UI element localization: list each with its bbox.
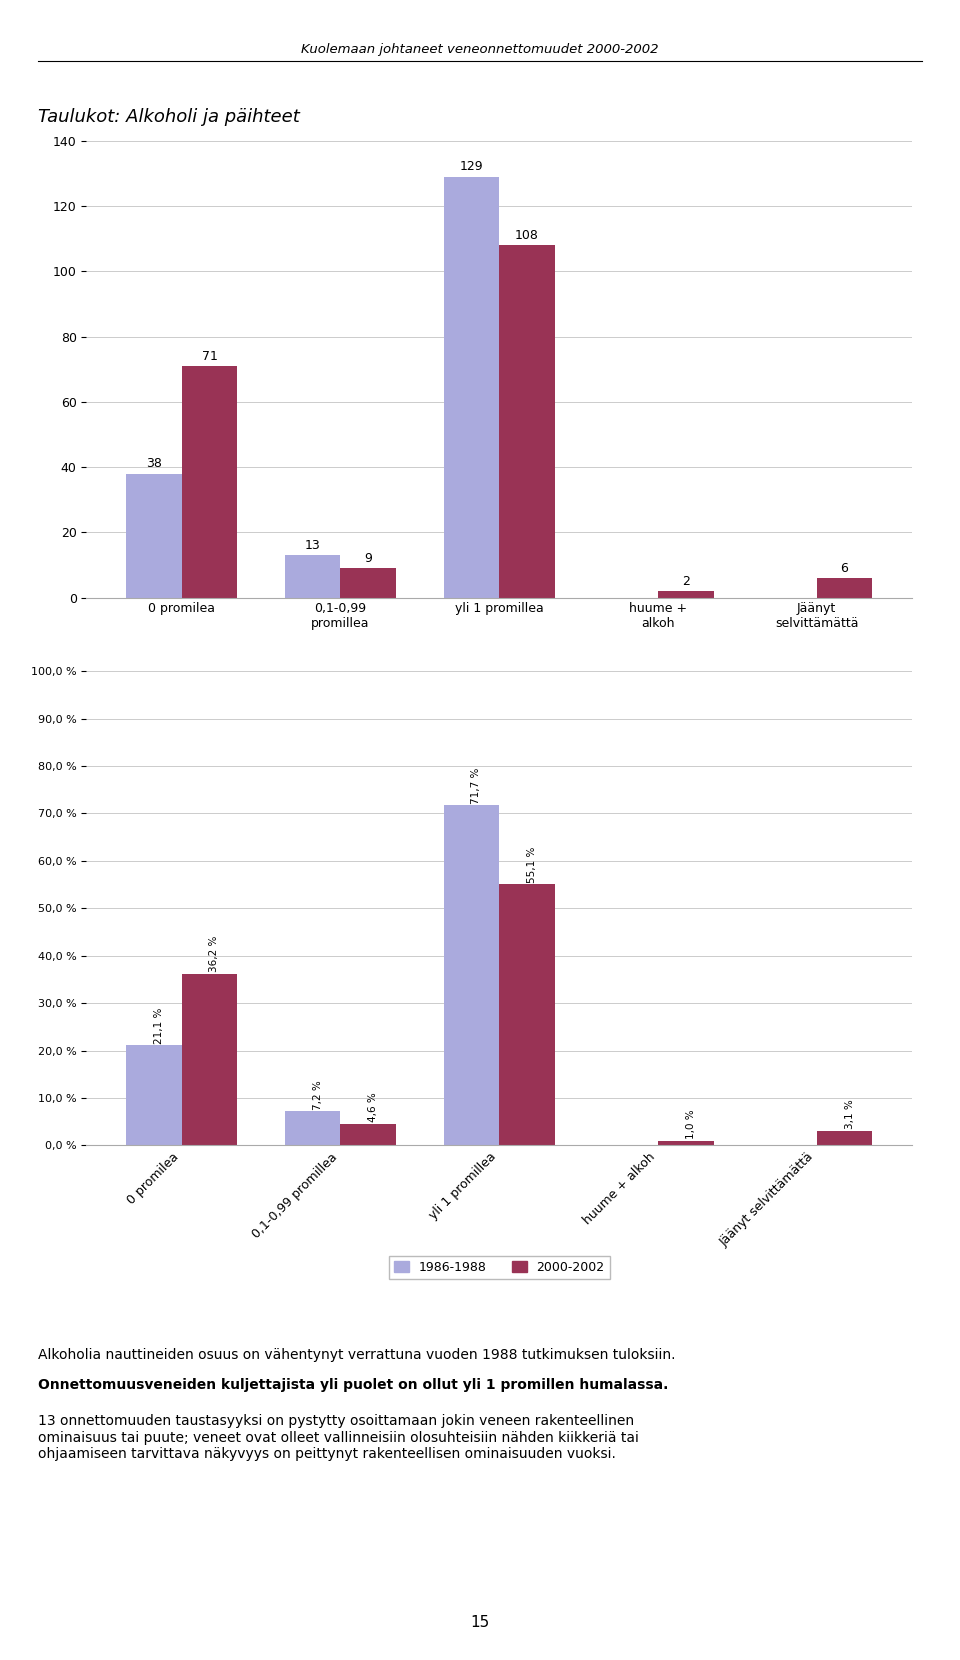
Bar [181,365,237,598]
Bar [285,554,341,598]
Text: 7,2 %: 7,2 % [313,1081,323,1111]
Text: 15: 15 [470,1615,490,1630]
Text: 36,2 %: 36,2 % [209,936,220,973]
Bar [341,1124,396,1145]
Bar [444,176,499,598]
Text: 71,7 %: 71,7 % [471,767,481,803]
Text: 6: 6 [841,561,849,574]
Legend: 1986-1988, 2000-2002: 1986-1988, 2000-2002 [389,1255,610,1278]
Text: 1,0 %: 1,0 % [685,1109,696,1139]
Text: 21,1 %: 21,1 % [154,1008,164,1044]
Bar [444,805,499,1145]
Bar [126,473,181,598]
Bar [285,1111,341,1145]
Bar [658,1140,713,1145]
Text: 2: 2 [682,574,689,588]
Bar [499,246,555,598]
Text: 129: 129 [460,161,483,173]
Text: 13: 13 [304,540,321,551]
Legend: 1986-1988, 2000-2002: 1986-1988, 2000-2002 [389,654,610,677]
Text: 4,6 %: 4,6 % [369,1092,378,1122]
Text: 55,1 %: 55,1 % [527,847,537,883]
Text: Onnettomuusveneiden kuljettajista yli puolet on ollut yli 1 promillen humalassa.: Onnettomuusveneiden kuljettajista yli pu… [38,1378,669,1391]
Bar [817,1130,873,1145]
Text: 71: 71 [202,350,217,362]
Text: Alkoholia nauttineiden osuus on vähentynyt verrattuna vuoden 1988 tutkimuksen tu: Alkoholia nauttineiden osuus on vähentyn… [38,1348,676,1361]
Text: 38: 38 [146,458,162,470]
Bar [658,591,713,598]
Bar [341,568,396,598]
Bar [817,578,873,598]
Text: 3,1 %: 3,1 % [845,1099,854,1129]
Text: Kuolemaan johtaneet veneonnettomuudet 2000-2002: Kuolemaan johtaneet veneonnettomuudet 20… [301,43,659,56]
Bar [499,885,555,1145]
Text: 108: 108 [516,229,539,242]
Text: 13 onnettomuuden taustasyyksi on pystytty osoittamaan jokin veneen rakenteelline: 13 onnettomuuden taustasyyksi on pystytt… [38,1414,639,1461]
Text: 9: 9 [364,553,372,564]
Text: Taulukot: Alkoholi ja päihteet: Taulukot: Alkoholi ja päihteet [38,108,300,126]
Bar [181,974,237,1145]
Bar [126,1046,181,1145]
